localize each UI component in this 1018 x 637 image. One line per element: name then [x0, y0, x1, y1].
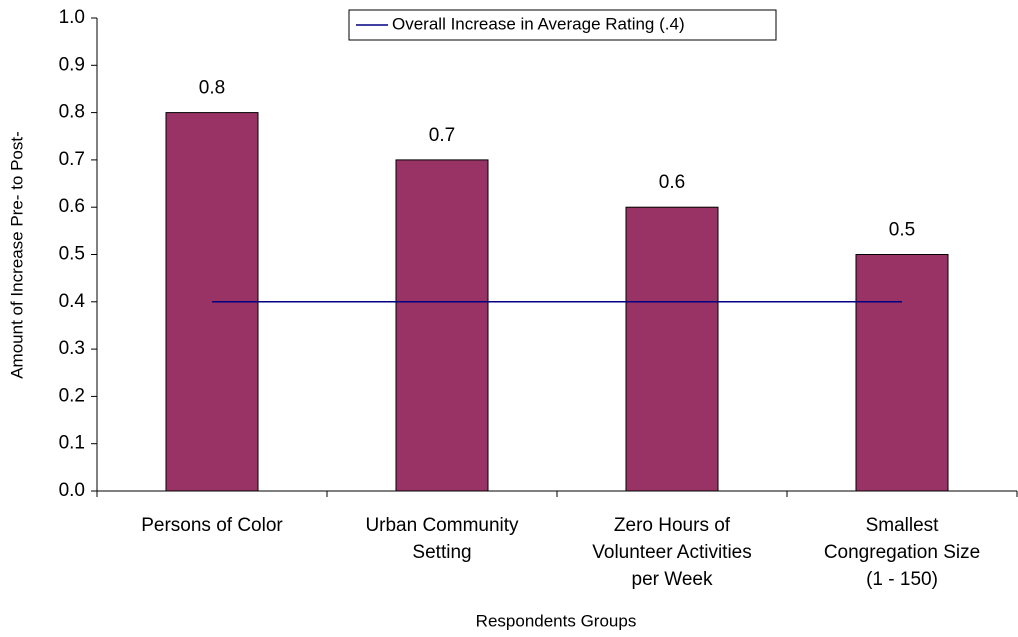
y-tick-label: 0.2	[59, 385, 85, 406]
y-tick-label: 1.0	[59, 7, 85, 28]
x-tick-label: Zero Hours of	[614, 515, 731, 536]
y-tick-label: 0.3	[59, 338, 85, 359]
x-axis-label: Respondents Groups	[476, 611, 637, 630]
y-tick-label: 0.5	[59, 244, 85, 265]
x-tick-label: per Week	[632, 569, 713, 590]
x-tick-label: Urban Community	[365, 515, 519, 536]
y-tick-label: 0.0	[59, 480, 85, 501]
legend-label: Overall Increase in Average Rating (.4)	[392, 14, 685, 33]
x-tick-label: Persons of Color	[141, 515, 283, 536]
x-tick-label: (1 - 150)	[866, 569, 938, 590]
y-tick-label: 0.6	[59, 196, 85, 217]
data-label: 0.7	[429, 125, 455, 146]
y-tick-label: 0.8	[59, 102, 85, 123]
data-label: 0.6	[659, 172, 685, 193]
x-tick-label: Setting	[412, 542, 471, 563]
x-tick-label: Congregation Size	[824, 542, 980, 563]
y-tick-label: 0.7	[59, 149, 85, 170]
bar	[395, 159, 489, 492]
x-tick-label: Smallest	[866, 515, 940, 536]
y-tick-label: 0.4	[59, 291, 86, 312]
bar	[625, 206, 719, 492]
y-axis-label: Amount of Increase Pre- to Post-	[7, 131, 26, 379]
bar	[855, 254, 949, 492]
legend-box	[348, 9, 777, 41]
x-tick-label: Volunteer Activities	[592, 542, 751, 563]
data-label: 0.5	[889, 220, 915, 241]
data-label: 0.8	[199, 78, 225, 99]
y-tick-label: 0.9	[59, 54, 85, 75]
y-tick-label: 0.1	[59, 433, 85, 454]
